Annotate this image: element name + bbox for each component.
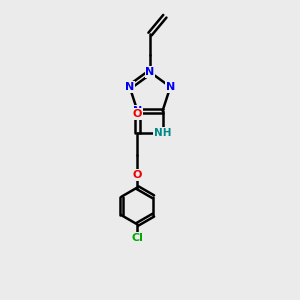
Text: N: N — [125, 82, 134, 92]
Text: O: O — [133, 109, 142, 119]
Text: N: N — [146, 67, 154, 77]
Text: N: N — [166, 82, 175, 92]
Text: Cl: Cl — [131, 233, 143, 243]
Text: N: N — [133, 106, 142, 116]
Text: O: O — [133, 170, 142, 180]
Text: NH: NH — [154, 128, 171, 138]
